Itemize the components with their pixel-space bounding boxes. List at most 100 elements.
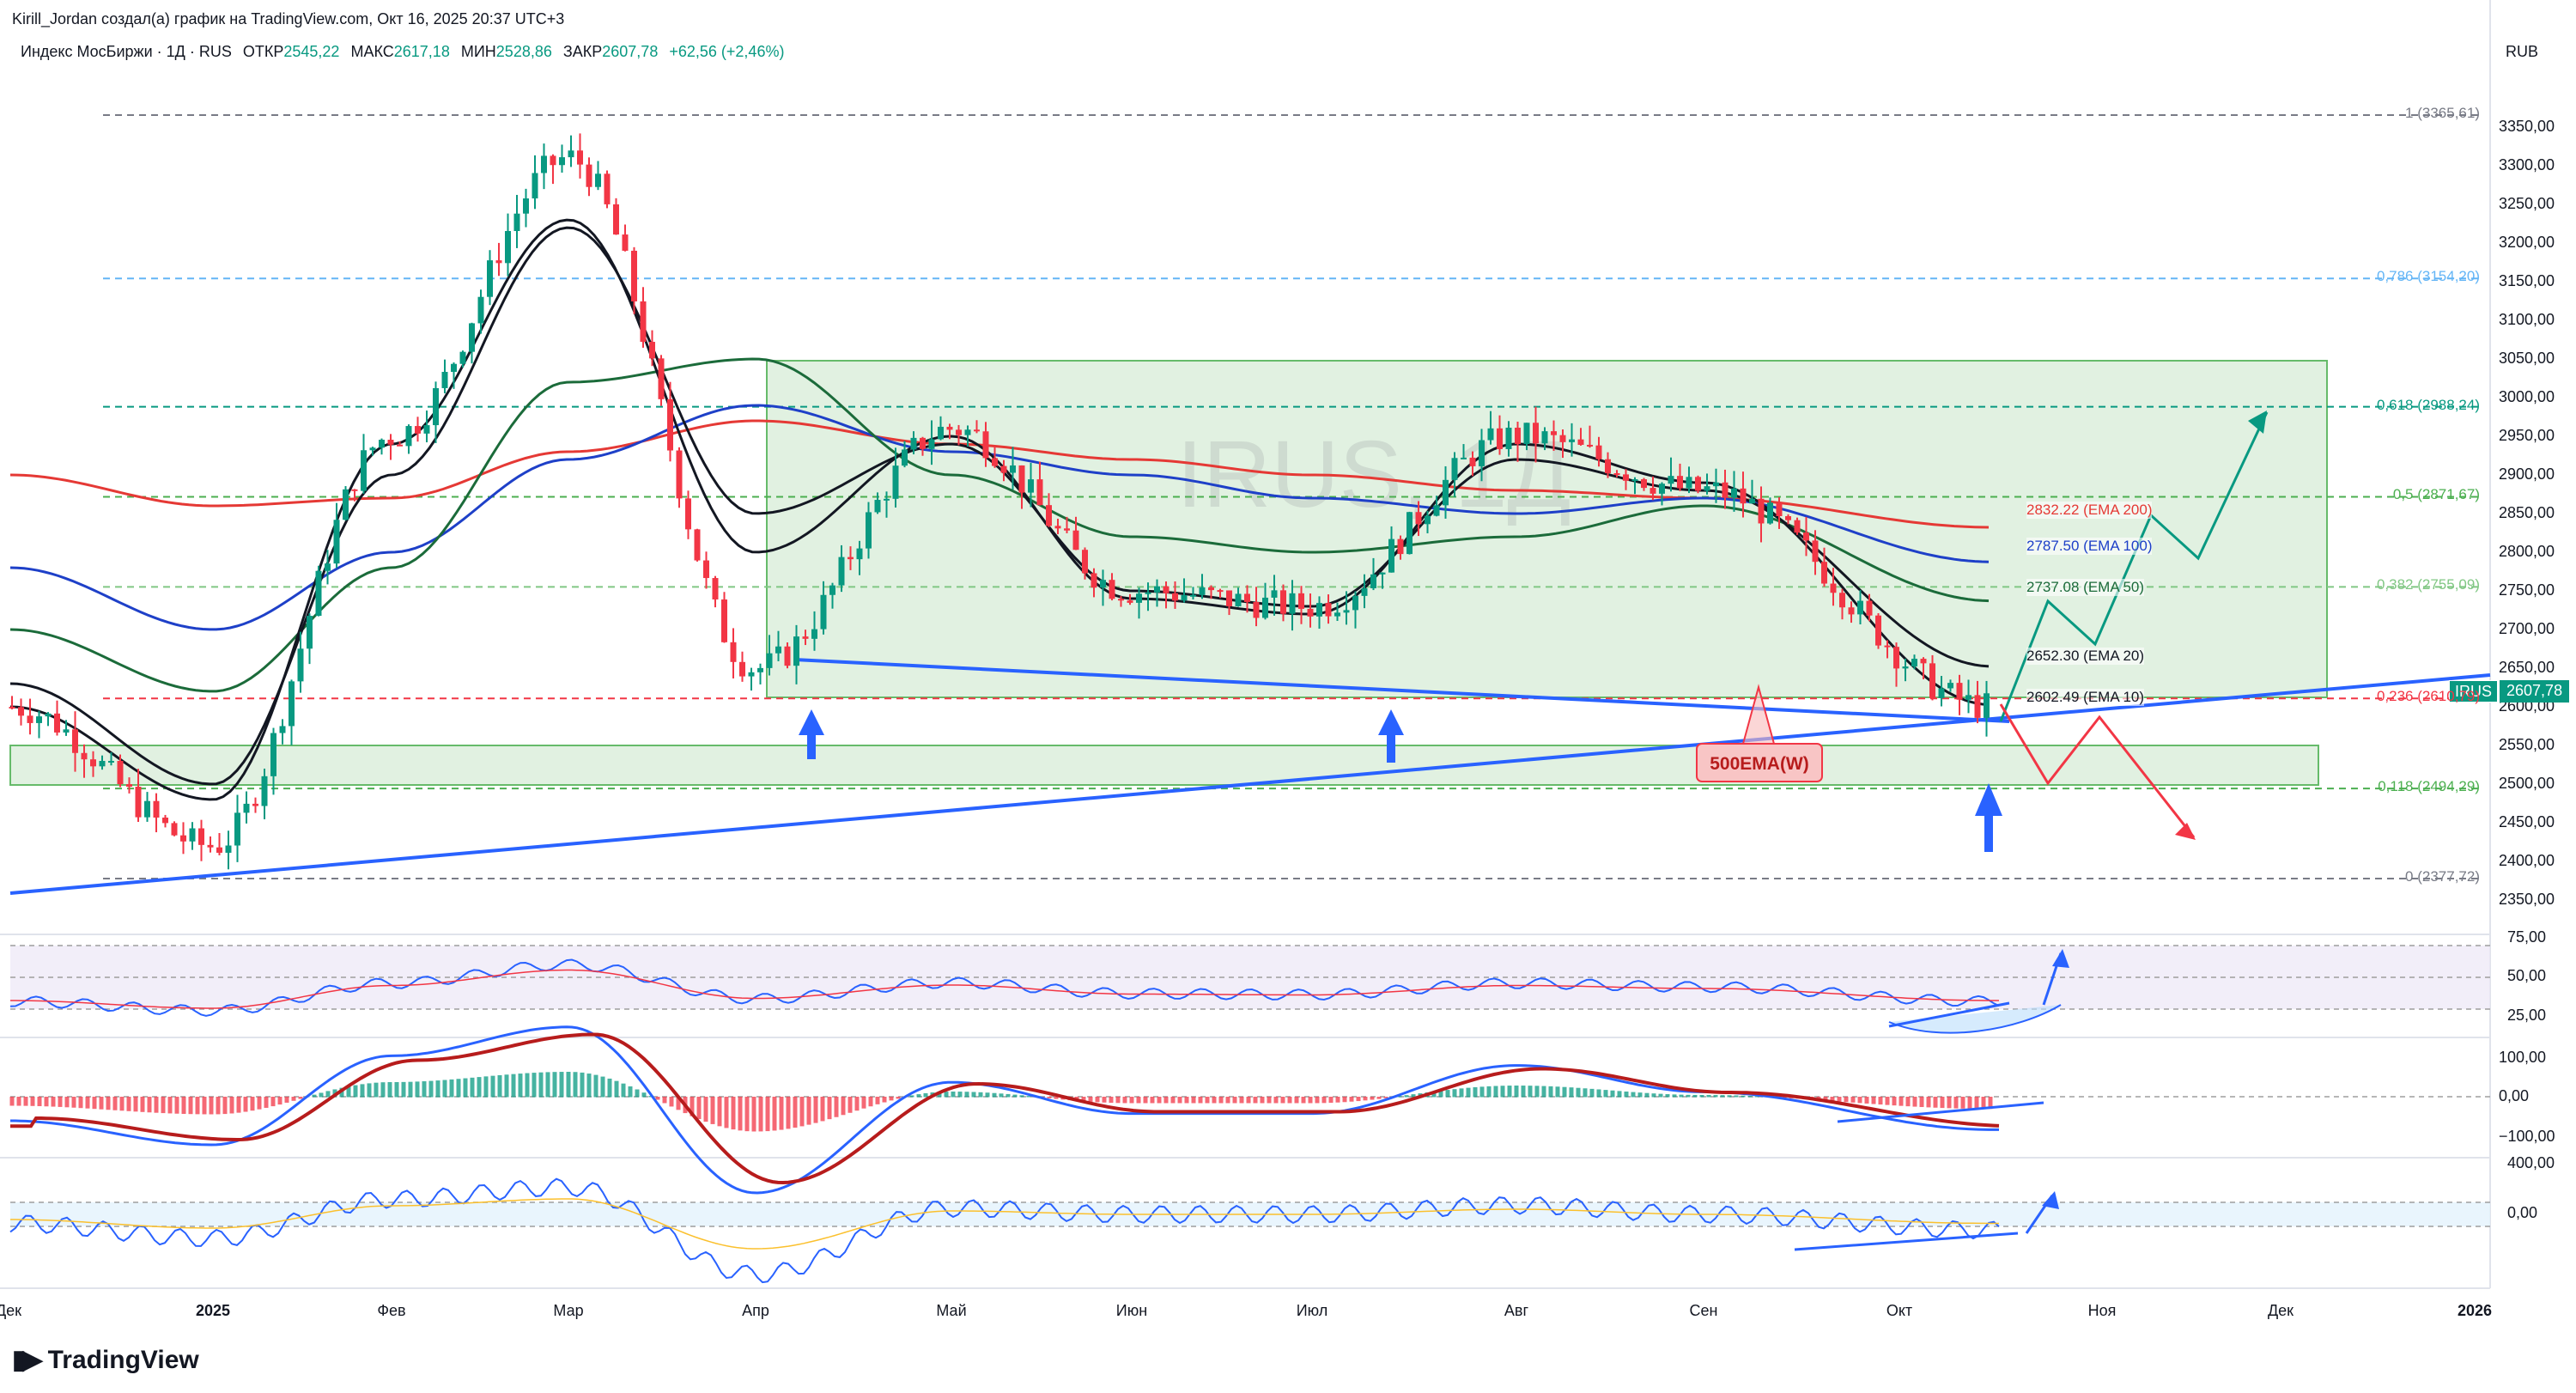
macd-bar [669, 1097, 674, 1107]
macd-bar [1830, 1097, 1835, 1102]
macd-bar [1280, 1097, 1285, 1104]
candle-body [1866, 600, 1873, 616]
macd-bar [1129, 1097, 1134, 1104]
macd-bar [696, 1097, 702, 1120]
macd-bar [552, 1072, 557, 1098]
macd-bar [1081, 1097, 1086, 1102]
candle-body [928, 439, 935, 449]
candle-body [1848, 607, 1855, 615]
candle-body [1515, 428, 1521, 445]
candle-body [838, 557, 845, 586]
macd-bar [525, 1073, 530, 1098]
candle-body [189, 828, 196, 842]
macd-bar [270, 1097, 276, 1107]
macd-bar [662, 1097, 667, 1104]
candle-body [135, 787, 142, 818]
macd-bar [1246, 1097, 1251, 1104]
macd-bar [1239, 1097, 1244, 1104]
fib-label: 0,236 (2610,79) [2376, 688, 2480, 705]
candle-body [757, 667, 763, 672]
macd-bar [1170, 1097, 1176, 1104]
candle-body [1839, 593, 1845, 608]
macd-bar [428, 1080, 434, 1098]
macd-bar [1548, 1086, 1553, 1098]
candle-body [45, 713, 52, 717]
rsi-tick: 75,00 [2507, 928, 2547, 946]
macd-bar [964, 1092, 969, 1098]
macd-bar [896, 1097, 901, 1099]
author-line: Kirill_Jordan создал(а) график на Tradin… [12, 10, 565, 27]
candle-body [54, 713, 60, 733]
candle-body [829, 585, 835, 595]
macd-bar [861, 1097, 866, 1109]
candle-body [1415, 512, 1422, 525]
macd-bar [1370, 1097, 1375, 1100]
macd-bar [1672, 1094, 1677, 1098]
candle-body [1785, 516, 1791, 520]
macd-bar [1521, 1086, 1526, 1098]
macd-bar [78, 1097, 83, 1109]
candle-body [1199, 587, 1206, 595]
candle-body [884, 498, 890, 501]
candle-body [469, 323, 475, 352]
macd-bar [1267, 1097, 1272, 1104]
tradingview-logo[interactable]: ▮▶ TradingView [12, 1345, 199, 1375]
macd-bar [978, 1092, 983, 1098]
open-value: 2545,22 [283, 43, 340, 60]
candle-body [730, 642, 737, 662]
time-tick: Июн [1115, 1302, 1148, 1319]
macd-bar [1713, 1095, 1718, 1098]
macd-bar [477, 1077, 482, 1098]
price-tick: 3300,00 [2499, 156, 2555, 173]
candle-body [1686, 477, 1692, 489]
candle-body [1190, 594, 1196, 597]
macd-bar [1692, 1094, 1698, 1098]
macd-bar [1287, 1097, 1292, 1104]
macd-bar [1088, 1097, 1093, 1102]
price-tick: 2850,00 [2499, 504, 2555, 521]
currency-label: RUB [2506, 43, 2539, 60]
macd-bar [1734, 1095, 1739, 1098]
candle-body [1154, 586, 1160, 593]
candle-body [892, 465, 899, 499]
macd-bar [1644, 1092, 1649, 1098]
candle-body [1271, 590, 1278, 598]
macd-bar [174, 1097, 179, 1114]
candle-body [1379, 572, 1386, 575]
candle-body [685, 498, 691, 530]
candle-body [1091, 573, 1097, 588]
macd-bar [1225, 1097, 1230, 1104]
time-tick: Авг [1504, 1302, 1529, 1319]
macd-bar [51, 1097, 56, 1107]
macd-bar [1631, 1092, 1636, 1098]
candle-body [1704, 486, 1710, 491]
open-label: ОТКР [242, 43, 284, 60]
candle-body [1109, 580, 1115, 599]
candle-body [938, 426, 944, 440]
macd-bar [923, 1092, 928, 1098]
candle-body [1587, 444, 1593, 447]
macd-bar [291, 1097, 296, 1101]
candle-body [1767, 502, 1773, 524]
macd-bar [1981, 1097, 1986, 1110]
macd-bar [607, 1078, 612, 1098]
macd-bar [1658, 1093, 1663, 1098]
candle-body [613, 204, 619, 235]
candle-body [1145, 592, 1151, 594]
macd-bar [1534, 1086, 1540, 1098]
candle-body [99, 760, 106, 767]
candle-body [1433, 505, 1440, 516]
macd-bar [1562, 1086, 1567, 1098]
candle-body [1605, 459, 1611, 474]
macd-bar [1301, 1097, 1306, 1104]
macd-bar [229, 1097, 234, 1114]
candle-body [640, 301, 647, 343]
macd-bar [1294, 1097, 1299, 1104]
ema-label: 2652.30 (EMA 20) [2026, 648, 2145, 665]
time-tick: Сен [1689, 1302, 1718, 1319]
macd-bar [731, 1097, 736, 1130]
price-tick: 3250,00 [2499, 195, 2555, 212]
legend-row: Индекс МосБиржи · 1Д · RUS ОТКР2545,22 М… [21, 43, 784, 61]
symbol-name[interactable]: Индекс МосБиржи · 1Д · RUS [21, 43, 232, 60]
macd-bar [106, 1097, 111, 1110]
